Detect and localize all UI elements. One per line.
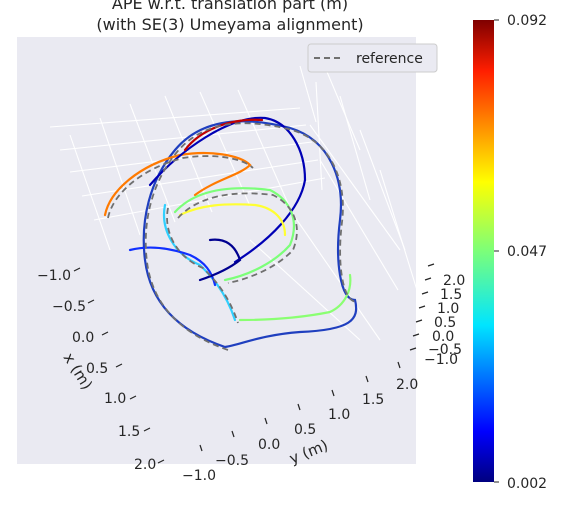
z-tick: −0.5 bbox=[428, 342, 462, 358]
colorbar-tick-max: 0.092 bbox=[507, 13, 547, 29]
reference-trajectory bbox=[107, 155, 254, 219]
chart-subtitle: (with SE(3) Umeyama alignment) bbox=[96, 15, 363, 34]
grid-line bbox=[359, 129, 406, 251]
trajectory-segment bbox=[198, 238, 242, 282]
y-tick: 2.0 bbox=[396, 377, 418, 393]
z-tick: 0.5 bbox=[434, 315, 456, 331]
y-tick: −0.5 bbox=[215, 453, 249, 469]
x-tick: 2.0 bbox=[134, 457, 156, 473]
x-tick: 0.5 bbox=[86, 361, 108, 377]
trajectory-segment bbox=[238, 273, 352, 322]
z-tick: 0.0 bbox=[432, 329, 454, 345]
grid-line bbox=[129, 103, 176, 223]
z-tick-mark bbox=[412, 333, 420, 337]
plot-area bbox=[17, 37, 416, 464]
grid-line bbox=[69, 134, 111, 251]
grid-lines bbox=[49, 59, 421, 341]
grid-line bbox=[81, 159, 319, 197]
colorbar-gradient bbox=[473, 20, 494, 482]
z-tick: 1.5 bbox=[440, 287, 462, 303]
x-tick-mark bbox=[157, 459, 165, 464]
reference-trajectory bbox=[144, 122, 358, 351]
y-tick: 0.0 bbox=[258, 437, 280, 453]
y-tick: 0.5 bbox=[294, 422, 316, 438]
y-tick: −1.0 bbox=[182, 468, 216, 484]
z-tick: 2.0 bbox=[443, 273, 465, 289]
y-tick-mark bbox=[331, 389, 335, 397]
trajectory-segment bbox=[178, 203, 287, 237]
y-tick-mark bbox=[297, 403, 301, 411]
y-tick-labels: −1.0 −0.5 0.0 0.5 1.0 1.5 2.0 bbox=[182, 377, 418, 484]
trajectory-segment bbox=[162, 203, 237, 322]
y-tick-mark bbox=[264, 417, 268, 425]
z-tick-mark bbox=[409, 347, 417, 351]
grid-line bbox=[321, 59, 361, 151]
z-tick: −1.0 bbox=[424, 352, 458, 368]
y-tick-mark bbox=[365, 375, 369, 383]
z-tick-mark bbox=[418, 305, 426, 309]
colorbar-tick-mid: 0.047 bbox=[507, 244, 547, 260]
trajectory-segment bbox=[148, 116, 307, 264]
grid-line bbox=[199, 91, 251, 207]
z-tick-mark bbox=[427, 263, 435, 267]
chart-title: APE w.r.t. translation part (m) bbox=[112, 0, 348, 13]
grid-line bbox=[289, 209, 381, 341]
y-tick-mark bbox=[231, 430, 235, 438]
grid-line bbox=[49, 107, 301, 128]
y-tick-mark bbox=[397, 361, 401, 369]
x-tick-mark bbox=[87, 299, 95, 304]
grid-line bbox=[379, 169, 421, 301]
grid-line bbox=[309, 124, 401, 251]
grid-line bbox=[59, 124, 307, 151]
reference-trajectory bbox=[177, 192, 298, 284]
x-tick-mark bbox=[101, 331, 109, 336]
trajectory-segment bbox=[103, 151, 252, 217]
legend: reference bbox=[307, 43, 438, 73]
x-tick-mark bbox=[73, 267, 81, 272]
grid-line bbox=[249, 239, 361, 341]
x-tick-mark bbox=[115, 363, 123, 368]
grid-line bbox=[315, 81, 323, 191]
x-tick: −0.5 bbox=[52, 299, 86, 315]
tick-marks bbox=[73, 263, 435, 464]
colorbar: 0.092 0.047 0.002 bbox=[473, 13, 547, 492]
x-tick-mark bbox=[129, 395, 137, 400]
z-tick-labels: 2.0 1.5 1.0 0.5 0.0 −0.5 −1.0 bbox=[424, 273, 465, 368]
grid-line bbox=[237, 89, 291, 209]
x-tick: 1.0 bbox=[104, 391, 126, 407]
x-tick-mark bbox=[143, 427, 151, 432]
x-tick: 1.5 bbox=[118, 424, 140, 440]
z-tick-mark bbox=[421, 291, 429, 295]
trajectory-segment bbox=[128, 246, 217, 287]
z-tick-mark bbox=[415, 319, 423, 323]
reference-trajectory bbox=[166, 207, 239, 324]
x-tick-labels: −1.0 −0.5 0.0 0.5 1.0 1.5 2.0 bbox=[37, 268, 156, 473]
grid-line bbox=[339, 95, 371, 201]
colorbar-tick-min: 0.002 bbox=[507, 476, 547, 492]
y-tick: 1.0 bbox=[328, 407, 350, 423]
x-tick: 0.0 bbox=[72, 330, 94, 346]
y-tick-mark bbox=[199, 444, 203, 452]
x-tick: −1.0 bbox=[37, 268, 71, 284]
grid-line bbox=[319, 159, 399, 291]
z-tick: 1.0 bbox=[437, 301, 459, 317]
trajectory-group bbox=[103, 116, 358, 351]
z-tick-mark bbox=[424, 277, 432, 281]
y-tick: 1.5 bbox=[362, 392, 384, 408]
legend-label-reference: reference bbox=[356, 51, 423, 67]
grid-line bbox=[69, 141, 313, 173]
grid-line bbox=[299, 65, 317, 123]
grid-line bbox=[99, 117, 141, 236]
